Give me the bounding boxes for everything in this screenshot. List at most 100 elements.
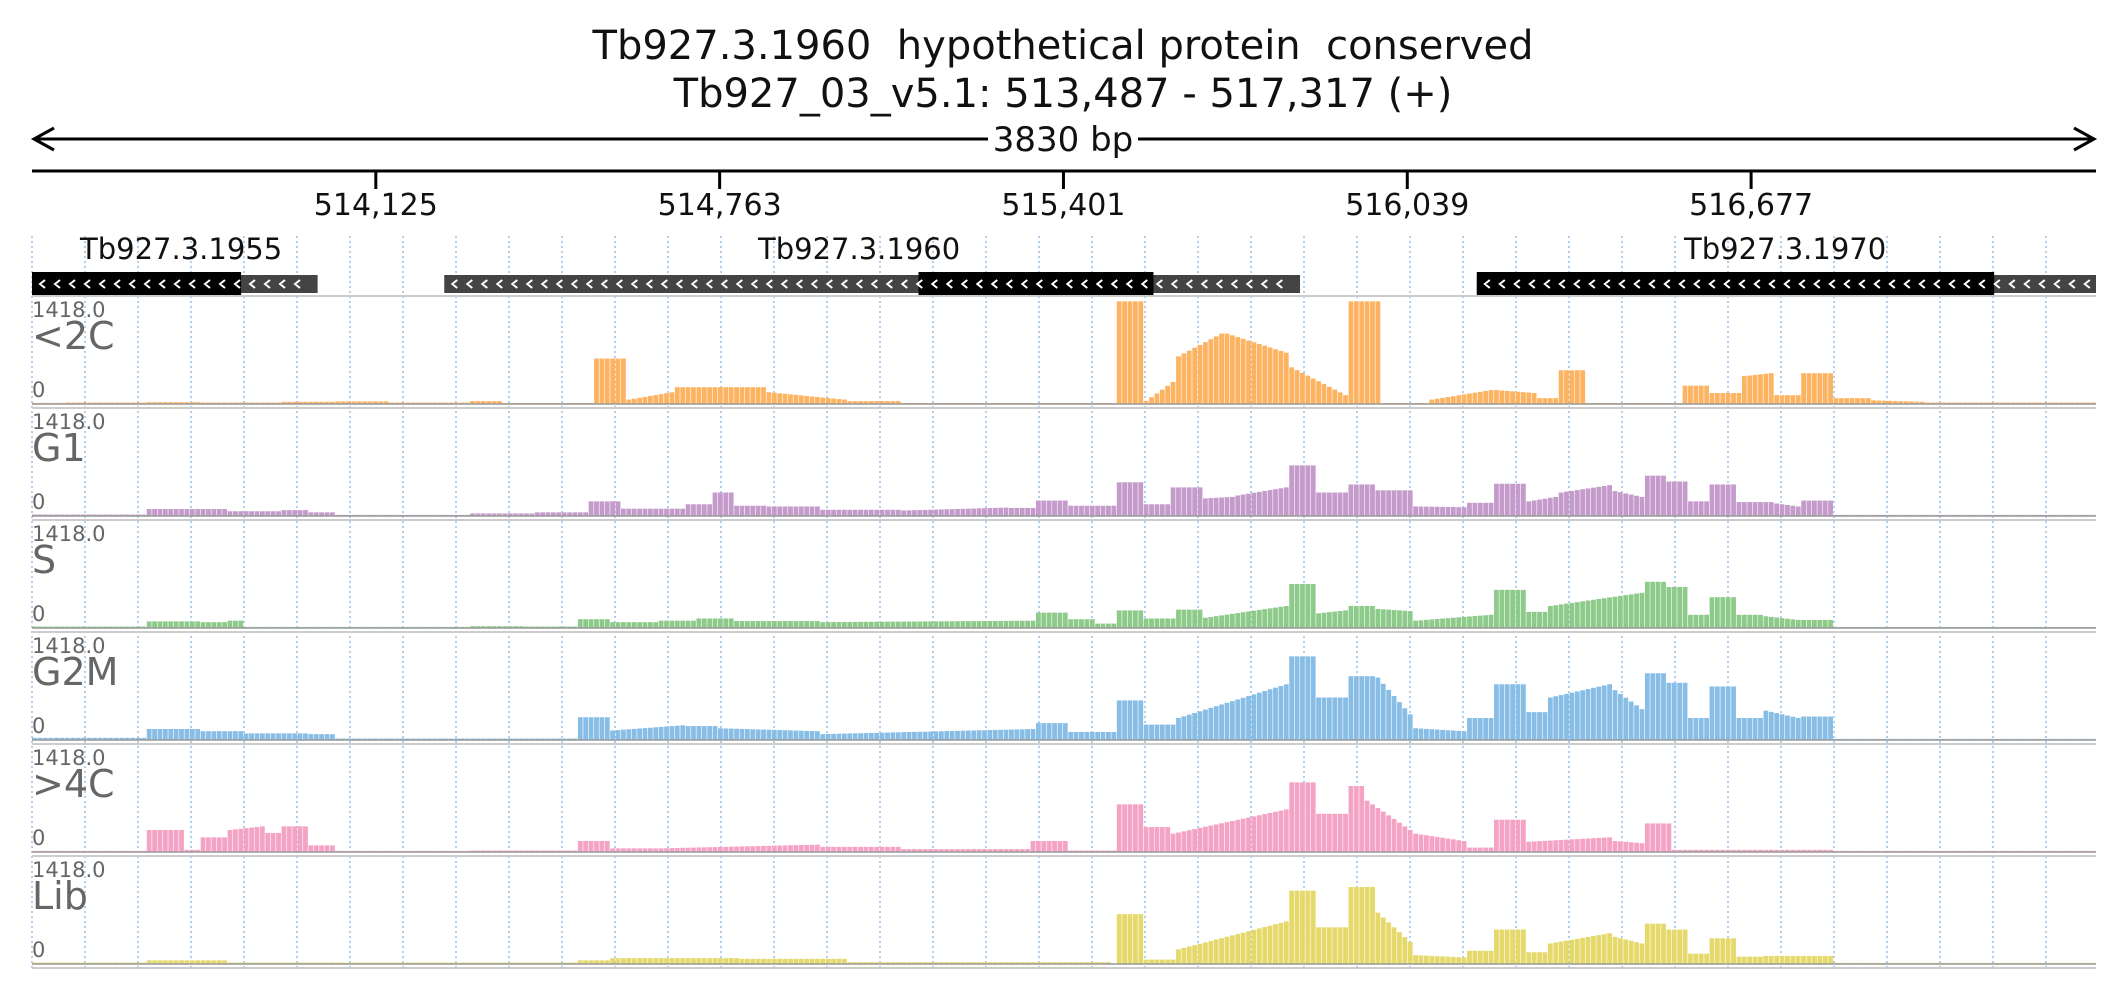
coverage-bar bbox=[669, 620, 675, 628]
coverage-bar bbox=[1591, 838, 1596, 852]
coverage-bar bbox=[1855, 398, 1860, 404]
coverage-bar bbox=[739, 846, 745, 852]
track-zero-label: 0 bbox=[32, 826, 46, 850]
coverage-bar bbox=[70, 737, 76, 740]
coverage-bar bbox=[653, 508, 659, 516]
coverage-bar bbox=[1801, 716, 1807, 740]
coverage-bar bbox=[685, 504, 691, 516]
coverage-bar bbox=[265, 733, 271, 740]
coverage-bar bbox=[718, 958, 723, 964]
coverage-bar bbox=[1558, 604, 1564, 628]
coverage-bar bbox=[1219, 938, 1224, 964]
coverage-bar bbox=[1321, 492, 1327, 516]
coverage-bar bbox=[1903, 401, 1909, 404]
coverage-bar bbox=[1526, 611, 1532, 628]
coverage-bar bbox=[1149, 827, 1154, 852]
coverage-bar bbox=[195, 728, 201, 740]
coverage-bar bbox=[1035, 840, 1041, 852]
coverage-bar bbox=[1752, 502, 1758, 516]
coverage-bar bbox=[1009, 620, 1014, 628]
coverage-bar bbox=[1833, 398, 1839, 404]
coverage-bar bbox=[718, 728, 723, 740]
coverage-bar bbox=[189, 960, 195, 964]
coverage-bar bbox=[1246, 340, 1251, 404]
coverage-bar bbox=[1828, 500, 1833, 516]
coverage-bar bbox=[788, 845, 793, 852]
coverage-bar bbox=[1666, 586, 1672, 628]
coverage-bar bbox=[1337, 610, 1343, 628]
coverage-bar bbox=[276, 511, 281, 516]
coverage-bar bbox=[1100, 962, 1106, 964]
coverage-bar bbox=[313, 512, 319, 516]
coverage-bar bbox=[1763, 849, 1769, 852]
coverage-bar bbox=[938, 849, 944, 852]
coverage-bar bbox=[1305, 583, 1311, 628]
coverage-bar bbox=[1046, 500, 1052, 516]
coverage-bar bbox=[653, 622, 659, 628]
coverage-bar bbox=[1305, 656, 1311, 740]
coverage-bar bbox=[1499, 819, 1505, 852]
coverage-bar bbox=[1806, 500, 1812, 516]
coverage-bar bbox=[1170, 959, 1176, 964]
coverage-bar bbox=[254, 826, 260, 852]
coverage-bar bbox=[1822, 716, 1828, 740]
coverage-bar bbox=[836, 846, 842, 852]
coverage-bar bbox=[1370, 301, 1375, 404]
coverage-bar bbox=[1510, 391, 1516, 404]
coverage-bar bbox=[998, 962, 1004, 964]
coverage-bar bbox=[1062, 962, 1068, 964]
coverage-bar bbox=[949, 730, 955, 740]
coverage-bar bbox=[1310, 583, 1316, 628]
coverage-bar bbox=[631, 958, 637, 964]
coverage-bar bbox=[583, 840, 589, 852]
coverage-bar bbox=[1014, 729, 1020, 740]
coverage-bar bbox=[615, 358, 621, 404]
coverage-bar bbox=[1208, 825, 1214, 852]
coverage-bar bbox=[755, 846, 761, 852]
coverage-bar bbox=[1132, 804, 1138, 852]
coverage-bar bbox=[1100, 623, 1106, 628]
coverage-bar bbox=[308, 734, 314, 740]
coverage-bar bbox=[852, 846, 858, 852]
coverage-bar bbox=[1267, 347, 1273, 404]
coverage-bar bbox=[621, 848, 626, 852]
coverage-bar bbox=[599, 619, 605, 628]
coverage-bar bbox=[1186, 609, 1192, 628]
coverage-bar bbox=[691, 504, 696, 516]
coverage-bar bbox=[270, 832, 276, 852]
coverage-bar bbox=[621, 729, 626, 740]
coverage-bar bbox=[1159, 959, 1165, 964]
coverage-bar bbox=[1278, 685, 1284, 740]
coverage-bar bbox=[1450, 839, 1456, 852]
coverage-bar bbox=[1768, 849, 1774, 852]
coverage-bar bbox=[1321, 612, 1327, 628]
coverage-bar bbox=[529, 513, 535, 516]
coverage-bar bbox=[1731, 597, 1736, 628]
coverage-bar bbox=[216, 622, 222, 628]
coverage-bar bbox=[1477, 615, 1483, 628]
coverage-bar bbox=[1677, 849, 1683, 852]
coverage-bar bbox=[938, 731, 944, 740]
coverage-bar bbox=[863, 962, 869, 964]
coverage-bar bbox=[1359, 785, 1365, 852]
coverage-bar bbox=[1790, 716, 1796, 740]
coverage-bar bbox=[1838, 398, 1844, 404]
coverage-bar bbox=[1407, 829, 1413, 852]
coverage-bar bbox=[303, 510, 308, 516]
coverage-bar bbox=[1537, 841, 1542, 852]
coverage-bar bbox=[992, 620, 998, 628]
coverage-bar bbox=[292, 510, 298, 516]
coverage-bar bbox=[1520, 684, 1526, 740]
coverage-bar bbox=[1019, 507, 1025, 516]
coverage-bar bbox=[1219, 704, 1224, 740]
coverage-bar bbox=[858, 962, 863, 964]
coverage-bar bbox=[1294, 370, 1300, 404]
coverage-bar bbox=[1397, 610, 1402, 628]
coverage-bar bbox=[825, 958, 831, 964]
coverage-bar bbox=[1580, 489, 1586, 516]
coverage-bar bbox=[1741, 956, 1747, 964]
coverage-bar bbox=[1391, 610, 1397, 628]
coverage-bar bbox=[162, 402, 168, 404]
coverage-bar bbox=[1445, 506, 1451, 516]
coverage-bar bbox=[1418, 728, 1424, 740]
